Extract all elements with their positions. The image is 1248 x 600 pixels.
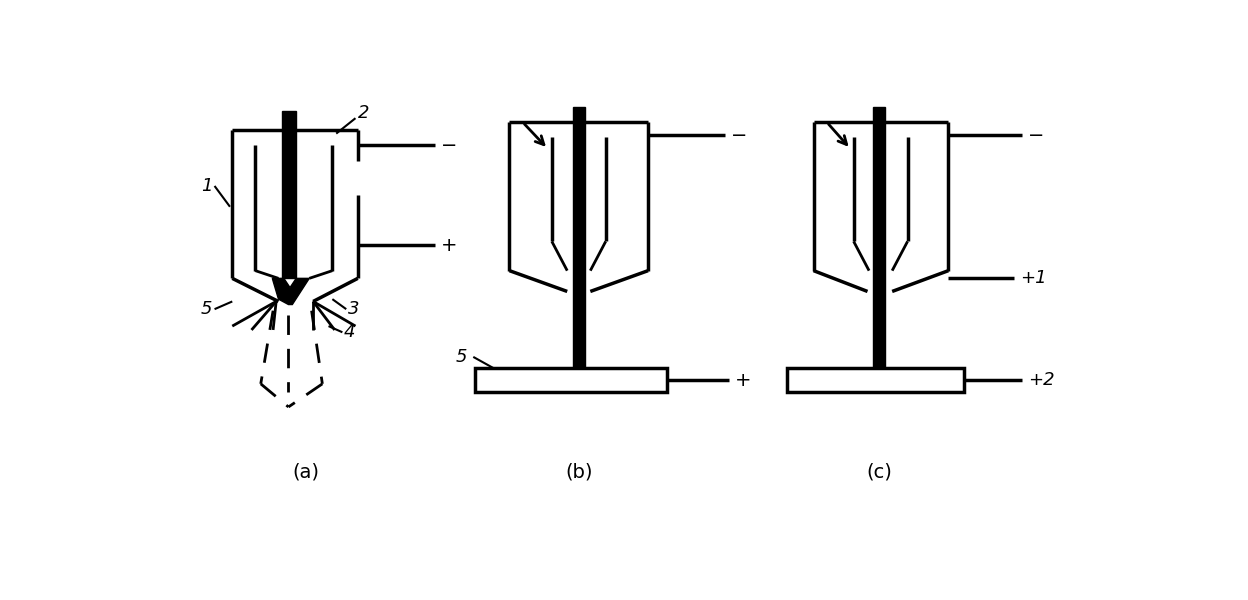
Text: +: + [735, 370, 751, 389]
Bar [474, 368, 668, 392]
Text: +: + [441, 236, 458, 255]
Text: 2: 2 [358, 104, 369, 122]
Polygon shape [272, 278, 310, 305]
Text: +2: +2 [1027, 371, 1055, 389]
Text: −: − [730, 125, 746, 145]
Polygon shape [573, 107, 585, 368]
Text: 5: 5 [201, 300, 212, 318]
Text: −: − [441, 136, 457, 155]
Text: +1: +1 [1020, 269, 1047, 287]
Text: (b): (b) [565, 463, 593, 482]
Text: −: − [1027, 125, 1045, 145]
Text: 5: 5 [456, 348, 467, 366]
Text: 3: 3 [348, 300, 359, 318]
Polygon shape [282, 110, 296, 278]
Polygon shape [872, 107, 885, 368]
Bar [786, 368, 963, 392]
Text: 4: 4 [344, 323, 356, 341]
Text: (c): (c) [866, 463, 892, 482]
Text: 1: 1 [201, 177, 212, 195]
Text: (a): (a) [292, 463, 319, 482]
